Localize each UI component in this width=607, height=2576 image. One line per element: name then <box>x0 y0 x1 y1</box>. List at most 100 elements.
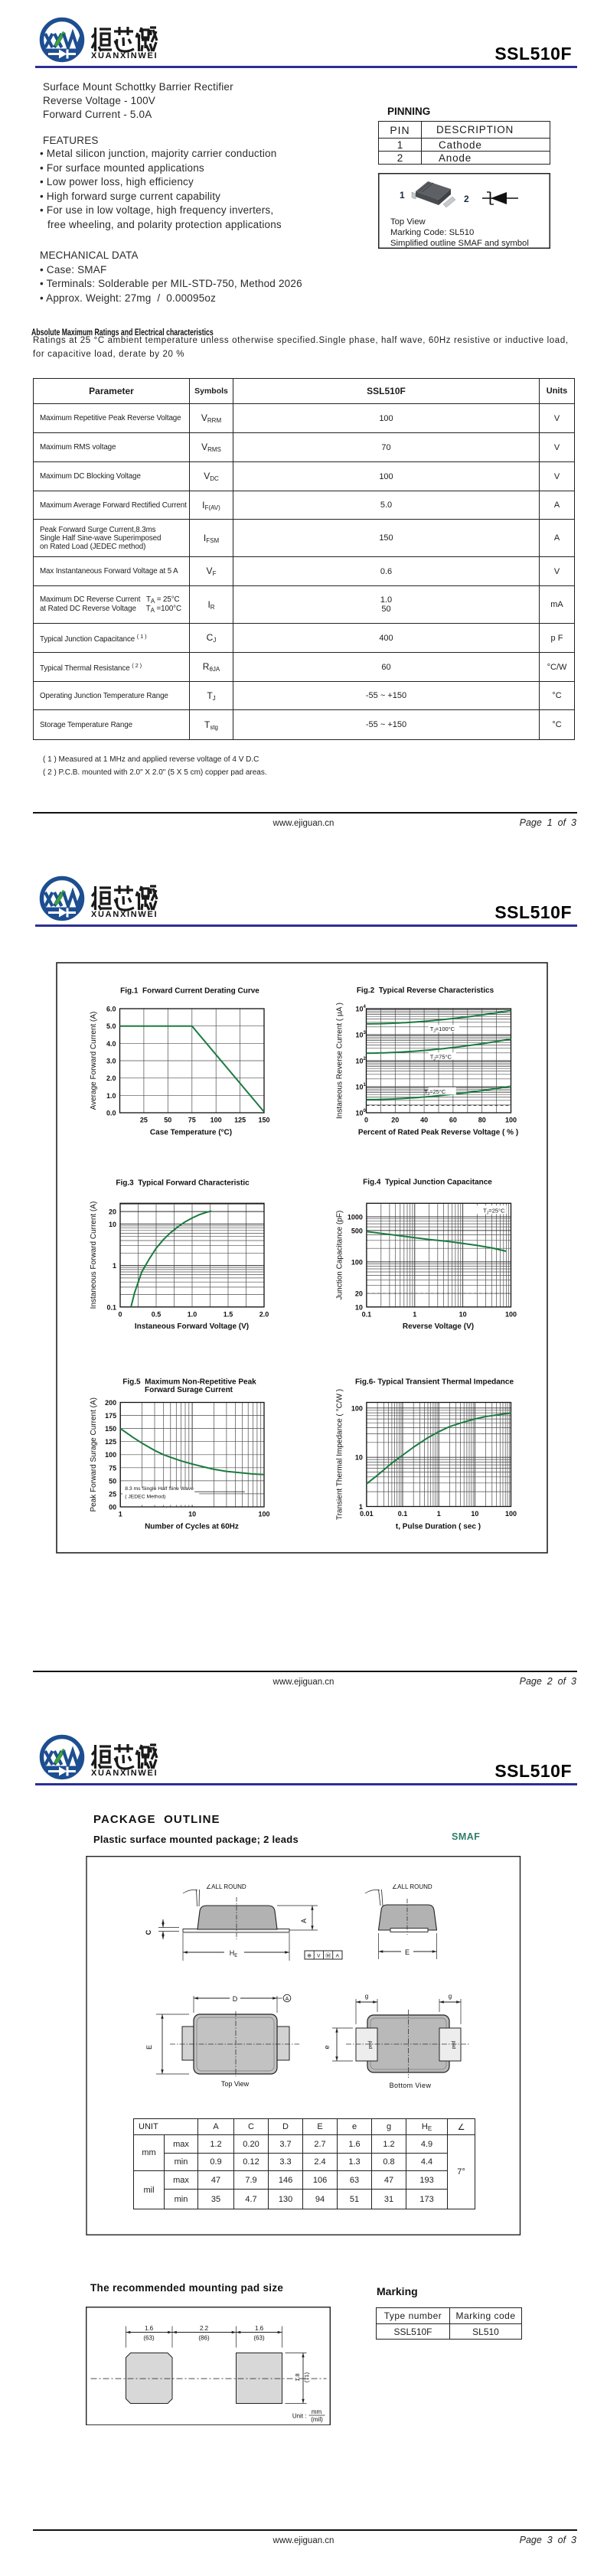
svg-text:100: 100 <box>210 1116 221 1123</box>
svg-text:Forward Surage Current: Forward Surage Current <box>144 1386 233 1394</box>
svg-text:TJ=25°C: TJ=25°C <box>424 1087 446 1096</box>
svg-text:2.0: 2.0 <box>259 1310 269 1318</box>
svg-text:Fig.4 Typical Junction Capaci: Fig.4 Typical Junction Capacitance <box>363 1178 492 1186</box>
svg-text:10: 10 <box>355 1083 363 1091</box>
svg-text:V: V <box>317 1954 321 1959</box>
svg-text:25: 25 <box>109 1490 116 1498</box>
svg-text:E: E <box>405 1948 410 1956</box>
svg-text:20: 20 <box>354 1290 362 1297</box>
svg-text:TJ=25°C: TJ=25°C <box>483 1207 505 1215</box>
svg-text:(63): (63) <box>143 2335 155 2342</box>
svg-text:0.1: 0.1 <box>361 1310 371 1318</box>
svg-text:1.8: 1.8 <box>294 2373 301 2381</box>
svg-text:0.1: 0.1 <box>106 1303 116 1311</box>
svg-text:10: 10 <box>355 1031 363 1039</box>
svg-text:1: 1 <box>400 190 405 201</box>
svg-text:Fig.5 Maximum Non-Repetitive: Fig.5 Maximum Non-Repetitive Peak <box>122 1378 256 1386</box>
svg-text:10: 10 <box>355 1109 363 1117</box>
svg-text:(71): (71) <box>303 2372 310 2382</box>
svg-text:40: 40 <box>420 1116 428 1123</box>
svg-text:Case Temperature (°C): Case Temperature (°C) <box>149 1128 231 1136</box>
svg-text:pad: pad <box>367 2041 373 2049</box>
svg-text:25: 25 <box>139 1116 147 1123</box>
svg-text:⊕: ⊕ <box>307 1954 312 1959</box>
svg-text:Average Forward Current (A): Average Forward Current (A) <box>90 1011 98 1110</box>
svg-text:100: 100 <box>504 1510 516 1518</box>
svg-text:1: 1 <box>436 1510 440 1518</box>
svg-text:Unit :: Unit : <box>292 2413 307 2420</box>
svg-text:Top View: Top View <box>390 217 426 227</box>
svg-text:10: 10 <box>355 1057 363 1065</box>
svg-text:10: 10 <box>108 1220 116 1228</box>
svg-text:175: 175 <box>105 1412 116 1420</box>
svg-text:100: 100 <box>105 1451 116 1459</box>
svg-text:Reverse Voltage (V): Reverse Voltage (V) <box>402 1322 473 1331</box>
svg-text:Junction Capacitance (pF): Junction Capacitance (pF) <box>335 1210 344 1299</box>
svg-text:TJ=100°C: TJ=100°C <box>429 1026 455 1034</box>
svg-text:∠ALL ROUND: ∠ALL ROUND <box>392 1883 432 1890</box>
svg-text:Transient Thermal Impedance (: Transient Thermal Impedance ( °C/W ) <box>335 1388 344 1519</box>
svg-text:125: 125 <box>234 1116 246 1123</box>
svg-text:100: 100 <box>258 1510 269 1518</box>
svg-text:g: g <box>449 1993 452 2000</box>
svg-text:mm: mm <box>312 2408 322 2415</box>
svg-text:1000: 1000 <box>347 1213 362 1221</box>
svg-text:20: 20 <box>108 1208 116 1215</box>
svg-text:pad: pad <box>451 2041 456 2049</box>
svg-text:D: D <box>233 1995 238 2003</box>
svg-text:∠ALL ROUND: ∠ALL ROUND <box>206 1883 246 1890</box>
svg-text:C: C <box>145 1929 152 1935</box>
svg-text:10: 10 <box>459 1310 466 1318</box>
svg-text:2: 2 <box>363 1057 366 1061</box>
svg-text:10: 10 <box>188 1510 196 1518</box>
svg-text:Fig.3 Typical Forward Charact: Fig.3 Typical Forward Characteristic <box>116 1179 250 1187</box>
svg-text:1.0: 1.0 <box>187 1310 197 1318</box>
svg-text:50: 50 <box>109 1477 116 1485</box>
svg-text:1: 1 <box>358 1503 362 1511</box>
svg-text:Fig.2 Typical Reverse Charact: Fig.2 Typical Reverse Characteristics <box>356 986 494 995</box>
svg-text:1.0: 1.0 <box>106 1091 116 1099</box>
svg-text:3: 3 <box>363 1031 366 1035</box>
svg-text:200: 200 <box>105 1399 116 1407</box>
svg-text:125: 125 <box>105 1438 116 1446</box>
svg-text:Ⓜ: Ⓜ <box>325 1952 331 1959</box>
svg-text:100: 100 <box>351 1258 362 1266</box>
svg-text:E: E <box>145 2045 153 2049</box>
svg-text:10: 10 <box>471 1510 478 1518</box>
svg-text:A: A <box>300 1919 308 1923</box>
svg-text:20: 20 <box>391 1116 399 1123</box>
svg-text:1: 1 <box>112 1262 116 1270</box>
svg-text:1.6: 1.6 <box>255 2325 264 2332</box>
svg-text:0: 0 <box>118 1310 122 1318</box>
svg-text:Fig.6- Typical Transient Therm: Fig.6- Typical Transient Thermal Impedan… <box>354 1378 514 1386</box>
svg-text:150: 150 <box>105 1425 116 1433</box>
svg-text:100: 100 <box>351 1404 362 1412</box>
svg-text:(86): (86) <box>198 2335 210 2342</box>
svg-text:g: g <box>365 1993 368 2000</box>
svg-text:5.0: 5.0 <box>106 1022 116 1030</box>
svg-text:3.0: 3.0 <box>106 1057 116 1065</box>
svg-text:1.5: 1.5 <box>223 1310 233 1318</box>
svg-text:0: 0 <box>364 1116 367 1123</box>
svg-text:(mil): (mil) <box>311 2416 323 2423</box>
svg-text:75: 75 <box>188 1116 195 1123</box>
svg-text:0.5: 0.5 <box>151 1310 161 1318</box>
svg-text:1.6: 1.6 <box>145 2325 154 2332</box>
svg-text:60: 60 <box>449 1116 456 1123</box>
svg-text:10: 10 <box>354 1303 362 1311</box>
svg-text:Simplified outline SMAF and sy: Simplified outline SMAF and symbol <box>390 239 529 248</box>
svg-text:4: 4 <box>363 1005 366 1009</box>
svg-text:Instaneous Forward Current (A: Instaneous Forward Current (A) <box>90 1201 98 1309</box>
svg-text:2.0: 2.0 <box>106 1074 116 1082</box>
svg-text:500: 500 <box>351 1227 362 1234</box>
svg-text:4.0: 4.0 <box>106 1039 116 1047</box>
svg-text:( JEDEC Method): ( JEDEC Method) <box>125 1494 165 1499</box>
svg-text:Instaneous Reverse Current ( µ: Instaneous Reverse Current ( µA ) <box>335 1003 344 1119</box>
svg-text:Number of Cycles at 60Hz: Number of Cycles at 60Hz <box>145 1522 239 1531</box>
svg-text:Peak Forward Surage Current (A: Peak Forward Surage Current (A) <box>90 1397 98 1512</box>
svg-text:Top View: Top View <box>221 2080 250 2088</box>
svg-text:Marking Code: SL510: Marking Code: SL510 <box>390 228 474 237</box>
svg-text:Instaneous Forward Voltage (V): Instaneous Forward Voltage (V) <box>134 1322 248 1331</box>
svg-text:Fig.1 Forward Current Deratin: Fig.1 Forward Current Derating Curve <box>120 986 259 995</box>
svg-text:(63): (63) <box>253 2335 265 2342</box>
